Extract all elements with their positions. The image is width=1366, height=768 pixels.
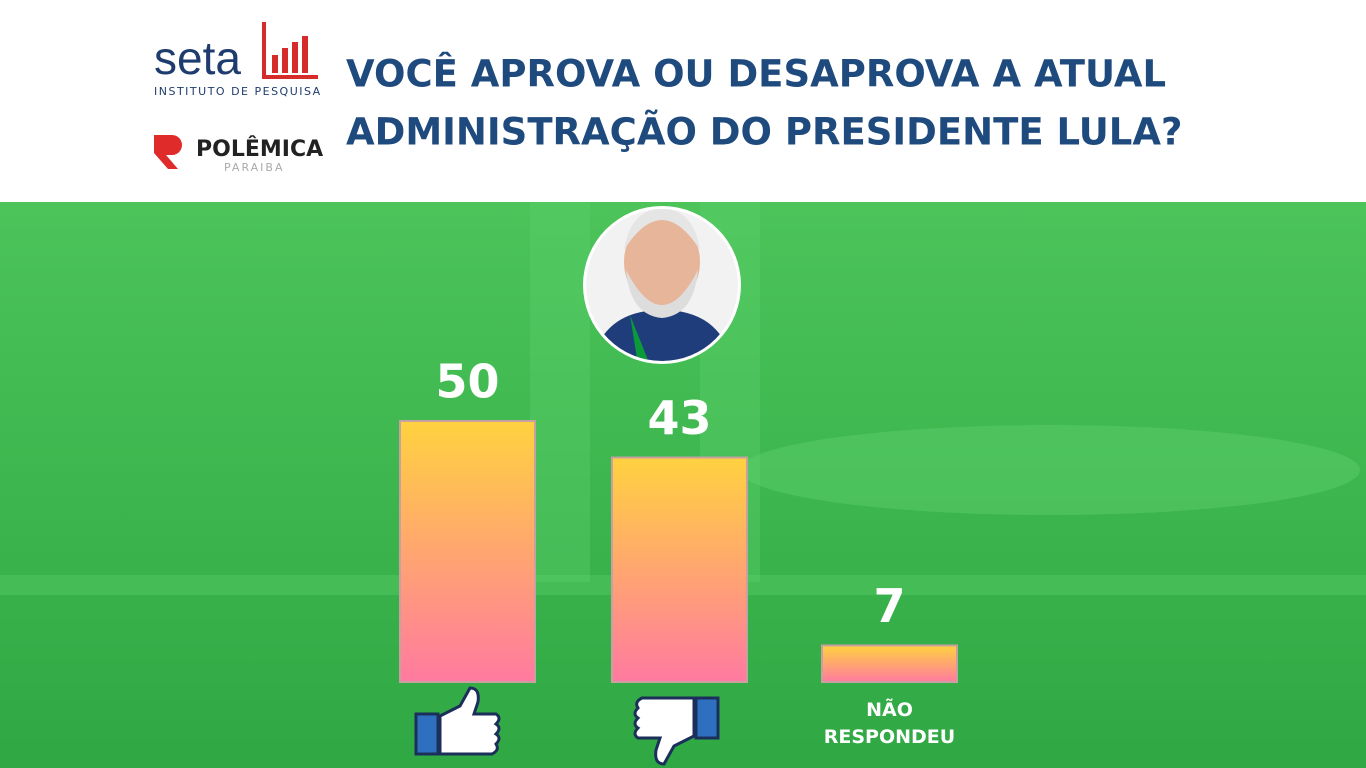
header-bg — [0, 0, 1366, 202]
category-label: NÃO RESPONDEU — [823, 699, 956, 748]
bar — [821, 644, 958, 684]
thumbs-down-icon — [633, 696, 720, 766]
thumbs-up-icon — [414, 686, 501, 756]
value-label: 43 — [647, 391, 711, 445]
polemica-logo: POLÊMICA — [196, 136, 323, 162]
bar — [611, 456, 748, 684]
seta-logo: seta — [154, 32, 241, 84]
tower — [530, 202, 590, 582]
value-label: 7 — [873, 579, 905, 633]
bar — [399, 420, 536, 683]
chart-title: ADMINISTRAÇÃO DO PRESIDENTE LULA? — [346, 110, 1182, 154]
polemica-icon — [154, 135, 182, 169]
chart-title: VOCÊ APROVA OU DESAPROVA A ATUAL — [346, 52, 1166, 96]
portrait — [586, 209, 738, 361]
seta-icon — [262, 22, 318, 79]
seta-subtitle: INSTITUTO DE PESQUISA — [154, 85, 322, 98]
value-label: 50 — [435, 355, 499, 409]
polemica-subtitle: PARAIBA — [224, 161, 285, 174]
building-dome — [740, 425, 1360, 515]
